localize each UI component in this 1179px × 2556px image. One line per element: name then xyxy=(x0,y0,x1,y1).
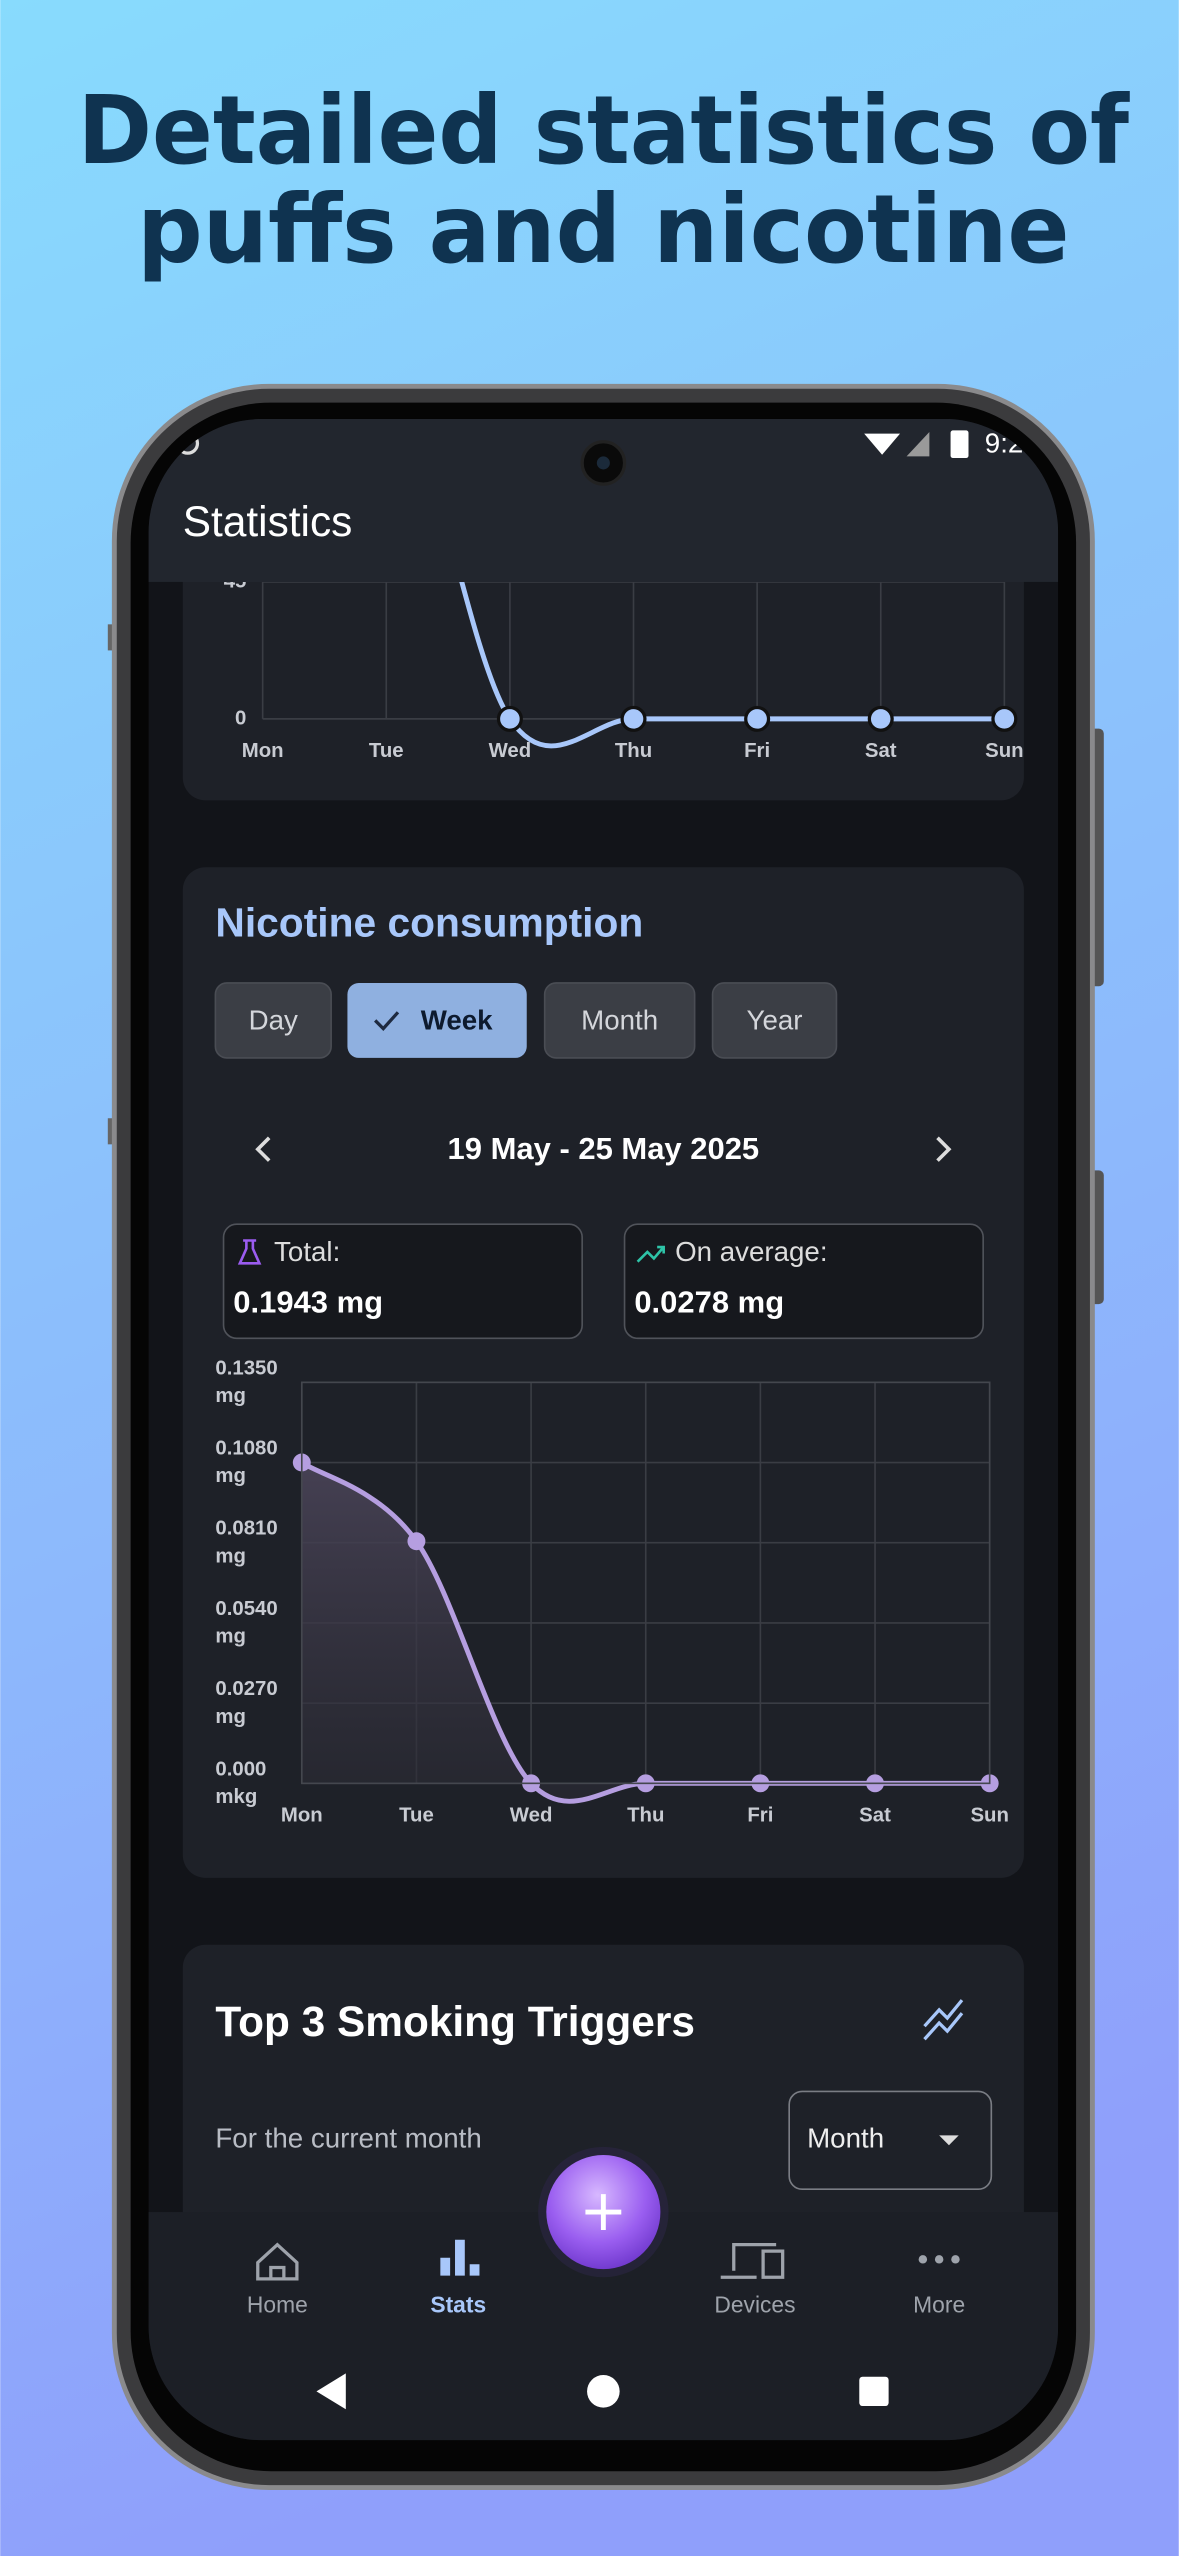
plot-frame xyxy=(300,1381,991,1785)
tab[interactable] xyxy=(711,982,838,1059)
prev-button[interactable] xyxy=(255,1136,271,1162)
nicotine-chart: 0.000 mkg 0.0270 mg 0.0540 mg 0.0810 mg 0.1080 mg… xyxy=(215,1358,1009,1827)
nav-label[interactable]: Stats xyxy=(430,2292,486,2318)
y-tick-label: 0.000 mkg xyxy=(215,1759,266,1809)
dropdown-value: Month xyxy=(807,2123,884,2154)
screen: 0 45 Mon Tue Wed Thu Fri Sat Sun Nicotine consum… xyxy=(148,418,1059,2441)
nav-icon xyxy=(951,2255,960,2264)
dropdown[interactable] xyxy=(788,2090,993,2191)
total-value: 0.1943 mg xyxy=(233,1284,383,1319)
nav-label[interactable]: Home xyxy=(247,2292,308,2318)
x-tick-label: Thu xyxy=(615,740,652,762)
point xyxy=(867,705,894,732)
x-tick-label: Tue xyxy=(369,740,404,762)
battery-icon xyxy=(950,430,969,459)
point xyxy=(407,1532,426,1551)
tab[interactable] xyxy=(543,982,696,1059)
point xyxy=(496,705,523,732)
point xyxy=(744,705,771,732)
x-tick-label: Sun xyxy=(970,1804,1008,1826)
y-tick-label: 0.0270 mg xyxy=(215,1678,277,1728)
x-tick-label: Wed xyxy=(510,1804,553,1826)
signal-icon xyxy=(906,431,930,457)
flask-icon xyxy=(237,1239,262,1265)
x-tick-label: Thu xyxy=(627,1804,664,1826)
area xyxy=(301,1462,990,1802)
nav-label[interactable]: More xyxy=(913,2292,965,2318)
total-label: Total: xyxy=(274,1236,340,1267)
subtitle: For the current month xyxy=(215,2123,481,2154)
card-title: Nicotine consumption xyxy=(215,900,643,946)
y-tick-label: 0.1350 mg xyxy=(215,1358,277,1408)
average-label: On average: xyxy=(675,1236,827,1267)
point xyxy=(991,705,1018,732)
x-tick-label: Sat xyxy=(865,740,897,762)
puffs-chart: 0 45 Mon Tue Wed Thu Fri Sat Sun xyxy=(224,570,1024,762)
x-tick-label: Sat xyxy=(859,1804,891,1826)
tab-label: Day xyxy=(249,1004,298,1035)
y-tick-label: 0.0540 mg xyxy=(215,1598,277,1648)
x-tick-label: Tue xyxy=(399,1804,434,1826)
nav-icon xyxy=(440,2239,480,2276)
tab-label: Week xyxy=(421,1004,493,1035)
x-tick-label: Mon xyxy=(242,740,284,762)
x-tick-label: Fri xyxy=(747,1804,773,1826)
headline: puffs and nicotine xyxy=(137,175,1069,285)
y-tick-label: 0.0810 mg xyxy=(215,1518,277,1568)
nav-icon xyxy=(918,2255,928,2264)
tab[interactable] xyxy=(214,982,332,1059)
tab-label: Year xyxy=(747,1004,803,1035)
app-bar-title: Statistics xyxy=(183,498,353,545)
tab[interactable] xyxy=(347,982,527,1058)
y-tick-label: 0.1080 mg xyxy=(215,1438,277,1488)
trend-icon xyxy=(636,1245,665,1263)
fab-plus xyxy=(585,2194,622,2230)
point xyxy=(620,705,647,732)
nav-icon xyxy=(934,2255,944,2264)
check-icon xyxy=(373,1011,400,1031)
nav-icon xyxy=(256,2242,299,2281)
period-tabs: Day Week Month Year xyxy=(214,982,838,1059)
date-range: 19 May - 25 May 2025 xyxy=(448,1131,760,1166)
nav-label[interactable]: Devices xyxy=(714,2292,795,2318)
total-box xyxy=(222,1223,583,1340)
home-button[interactable] xyxy=(587,2375,620,2408)
back-button[interactable] xyxy=(316,2373,346,2410)
nav-items: Home Stats Devices More xyxy=(247,2239,965,2318)
recents-button[interactable] xyxy=(859,2376,889,2407)
headline: Detailed statistics of xyxy=(78,76,1130,186)
y-tick-label: 0 xyxy=(235,707,246,729)
x-tick-label: Mon xyxy=(281,1804,323,1826)
nav-icon xyxy=(720,2243,785,2279)
camera-lens xyxy=(596,456,610,470)
y-tick-label: 45 xyxy=(224,570,247,592)
dropdown-arrow xyxy=(939,2135,959,2146)
next-button[interactable] xyxy=(936,1136,952,1162)
average-box xyxy=(623,1223,984,1340)
x-tick-label: Fri xyxy=(744,740,770,762)
chart-icon xyxy=(923,1999,964,2041)
tab-label: Month xyxy=(581,1004,658,1035)
x-tick-label: Wed xyxy=(489,740,532,762)
x-tick-label: Sun xyxy=(985,740,1023,762)
average-value: 0.0278 mg xyxy=(634,1284,784,1319)
card-title: Top 3 Smoking Triggers xyxy=(215,1998,695,2045)
wifi-icon xyxy=(864,433,901,455)
